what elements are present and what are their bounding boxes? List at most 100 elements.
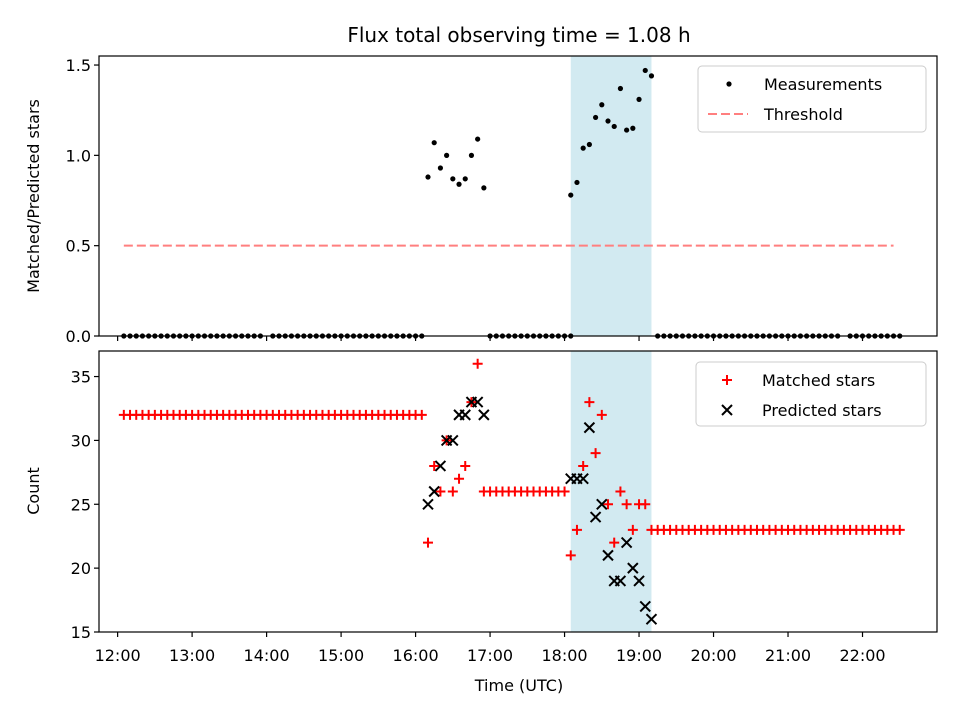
measurement-point [592, 114, 599, 121]
bottom-y-tick-label: 35 [71, 368, 91, 387]
matched-star-point [460, 460, 471, 471]
matched-star-point [559, 486, 570, 497]
predicted-star-point [478, 409, 490, 421]
legend-label: Matched stars [762, 371, 875, 390]
measurement-point [568, 192, 574, 198]
bottom-y-axis-label: Count [24, 467, 43, 515]
measurement-point [450, 176, 456, 182]
predicted-star-point [596, 498, 608, 510]
bottom-legend-box [695, 361, 927, 427]
measurement-point [475, 136, 481, 142]
predicted-star-point [645, 613, 658, 625]
measurement-point [648, 73, 655, 79]
measurement-point [481, 185, 487, 191]
matched-star-point [584, 397, 595, 408]
bottom-y-tick-label: 30 [71, 431, 91, 450]
top-y-tick-label: 0.0 [66, 327, 91, 346]
predicted-star-point [447, 434, 459, 447]
measurement-point [580, 145, 586, 151]
matched-star-point [435, 486, 446, 497]
x-tick-label: 19:00 [616, 646, 662, 665]
top-observing-span [570, 56, 652, 336]
predicted-star-point [633, 575, 645, 587]
predicted-star-point [459, 409, 471, 421]
matched-star-point [603, 499, 614, 510]
measurement-point [462, 176, 468, 182]
top-panel: 0.0 0.5 1.0 1.5 Matched/Predicted stars Measu… [24, 55, 938, 346]
figure-title: Flux total observing time = 1.08 h [347, 23, 690, 47]
x-tick-label: 16:00 [393, 646, 439, 665]
legend-label: Threshold [763, 105, 843, 124]
predicted-star-point [471, 396, 484, 408]
x-tick-label: 14:00 [244, 646, 290, 665]
matched-star-point [447, 486, 458, 497]
bottom-y-tick-label: 20 [71, 559, 91, 578]
matched-star-point [422, 537, 433, 548]
measurement-point [574, 179, 580, 186]
measurement-point [611, 123, 617, 130]
measurement-point [636, 96, 642, 102]
predicted-star-point [602, 549, 614, 562]
matched-star-point [565, 550, 576, 561]
bottom-axes-frame [98, 350, 938, 633]
x-tick-label: 21:00 [765, 646, 811, 665]
legend-predicted-swatch [721, 404, 733, 416]
measurement-point [599, 102, 605, 108]
legend-measurement-swatch [726, 81, 732, 87]
x-tick-label: 20:00 [690, 646, 736, 665]
matched-star-point [454, 473, 465, 484]
matched-star-point [472, 358, 483, 369]
bottom-observing-span [570, 351, 652, 632]
matched-star-point [578, 460, 589, 471]
top-legend-box [697, 65, 927, 133]
measurement-point [586, 141, 592, 148]
x-tick-label: 18:00 [542, 646, 588, 665]
measurement-point [605, 118, 611, 124]
measurement-point [431, 140, 437, 146]
matched-star-point [571, 524, 582, 535]
predicted-star-point [614, 575, 627, 587]
matched-star-point [609, 537, 620, 548]
matched-star-point [429, 460, 440, 471]
legend-label: Predicted stars [762, 401, 882, 420]
matched-star-point [416, 409, 427, 420]
matched-star-point [894, 524, 905, 535]
measurement-point [624, 127, 630, 133]
x-tick-label: 17:00 [467, 646, 513, 665]
x-tick-label: 15:00 [318, 646, 364, 665]
predicted-star-point [577, 473, 589, 485]
x-tick-label: 12:00 [95, 646, 141, 665]
matched-star-point [627, 524, 638, 535]
top-y-tick-label: 0.5 [66, 237, 91, 256]
legend-label: Measurements [764, 75, 882, 94]
bottom-panel: 15 20 25 30 35 12:00 13:00 14:00 15:00 16:00 17:00… [24, 350, 938, 665]
predicted-star-point [639, 600, 651, 613]
measurement-point [456, 181, 462, 187]
predicted-star-point [589, 511, 602, 523]
matched-star-point [640, 499, 651, 510]
predicted-star-point [583, 421, 596, 434]
predicted-star-point [627, 562, 639, 574]
bottom-y-tick-label: 25 [71, 495, 91, 514]
matched-star-point [590, 448, 601, 459]
matched-star-point [621, 499, 632, 510]
measurement-point [425, 174, 431, 180]
matched-star-point [615, 486, 626, 497]
x-tick-label: 13:00 [169, 646, 215, 665]
predicted-star-point [434, 460, 447, 472]
predicted-star-point [422, 498, 434, 510]
bottom-y-tick-label: 15 [71, 623, 91, 642]
measurement-point [630, 125, 636, 131]
measurement-point [468, 152, 475, 158]
top-y-tick-label: 1.5 [66, 56, 91, 75]
predicted-star-point [428, 485, 440, 498]
x-axis-label: Time (UTC) [474, 676, 563, 695]
top-y-axis-label: Matched/Predicted stars [24, 99, 43, 293]
measurement-point [444, 152, 450, 158]
x-tick-label: 22:00 [839, 646, 885, 665]
predicted-star-point [620, 536, 633, 549]
top-y-tick-label: 1.0 [66, 146, 91, 165]
legend-matched-swatch [722, 375, 732, 385]
